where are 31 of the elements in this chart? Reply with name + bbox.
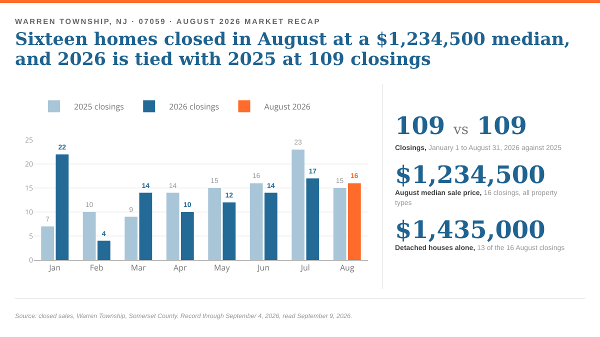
legend-label: 2025 closings [74,101,124,112]
bar [306,178,320,260]
bar [333,188,346,260]
x-tick-label: Feb [90,262,104,274]
x-tick-label: Jan [48,262,61,274]
x-tick-label: Jul [300,262,310,274]
bar [292,150,304,260]
x-tick-label: Apr [174,262,188,274]
text: $1,234,500 [395,160,546,189]
x-tick-label: Aug [340,262,355,274]
bar [139,192,152,260]
chart-title: Sixteen homes closed in August at a $1,234,500 median, and 2026 is tied with 2025 at 109 closings [15,30,572,70]
text: 109 vs 109 [395,111,528,142]
bar [348,183,361,260]
bar [56,154,69,260]
bar [222,202,236,260]
bar [98,240,110,260]
bar [264,192,278,260]
bar [166,192,180,260]
x-tick-label: Jun [256,262,270,274]
text: $1,435,000 [395,215,546,244]
bar [41,226,54,260]
bar [250,183,263,260]
legend-label: August 2026 [264,101,311,112]
bar [208,188,221,260]
x-tick-label: May [214,262,231,274]
bar [82,212,96,260]
legend-label: 2026 closings [169,101,220,112]
bar [181,212,194,260]
bar [124,216,138,260]
x-tick-label: Mar [130,262,147,274]
